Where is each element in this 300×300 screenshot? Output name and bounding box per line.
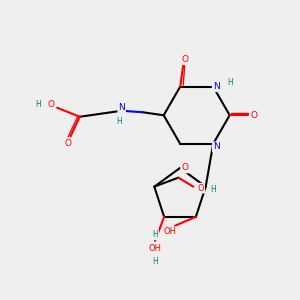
Text: O: O bbox=[48, 100, 55, 109]
Text: H: H bbox=[35, 100, 41, 109]
Text: N: N bbox=[118, 103, 125, 112]
Text: O: O bbox=[181, 55, 188, 64]
Text: H: H bbox=[227, 78, 233, 87]
Text: H: H bbox=[210, 185, 216, 194]
Text: H: H bbox=[152, 230, 158, 239]
Text: H: H bbox=[152, 257, 158, 266]
Text: H: H bbox=[116, 117, 122, 126]
Text: O: O bbox=[64, 139, 71, 148]
Text: OH: OH bbox=[148, 244, 162, 253]
Text: O: O bbox=[251, 111, 258, 120]
Text: N: N bbox=[213, 142, 220, 151]
Text: O: O bbox=[181, 164, 188, 172]
Text: O: O bbox=[197, 184, 204, 193]
Text: OH: OH bbox=[164, 227, 177, 236]
Text: N: N bbox=[213, 82, 220, 91]
